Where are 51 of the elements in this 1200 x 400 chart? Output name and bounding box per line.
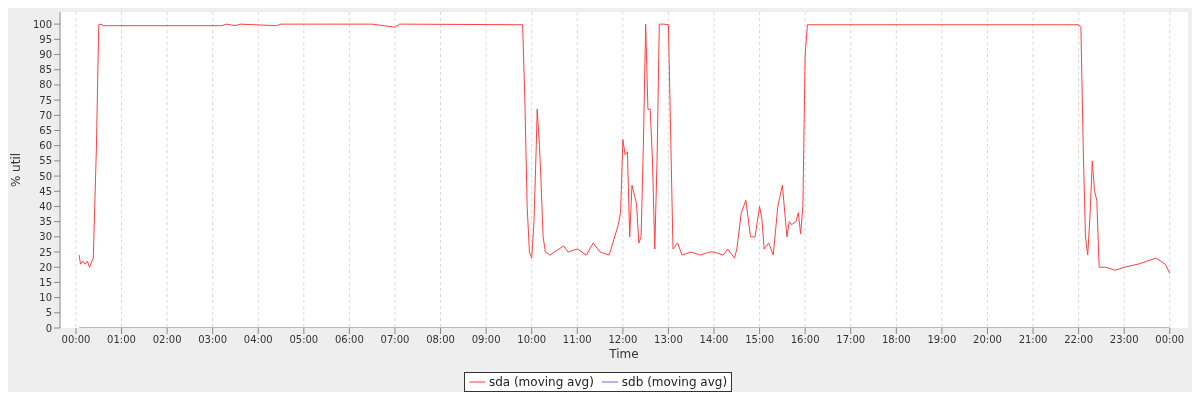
x-tick-label: 23:00 bbox=[1109, 334, 1139, 346]
y-tick-label: 60 bbox=[39, 140, 52, 152]
x-tick-label: 15:00 bbox=[745, 334, 774, 346]
x-tick-label: 03:00 bbox=[198, 334, 228, 346]
y-tick-label: 40 bbox=[39, 201, 52, 213]
x-tick-label: 00:00 bbox=[1155, 334, 1185, 346]
y-tick-label: 85 bbox=[39, 64, 52, 76]
x-tick-label: 09:00 bbox=[471, 334, 501, 346]
y-tick-label: 45 bbox=[39, 185, 52, 197]
y-tick-label: 5 bbox=[45, 307, 52, 319]
y-tick-label: 20 bbox=[39, 261, 52, 273]
x-tick-label: 22:00 bbox=[1064, 334, 1094, 346]
y-tick-label: 100 bbox=[32, 18, 52, 30]
legend-label: sdb (moving avg) bbox=[620, 375, 728, 389]
x-tick-label: 21:00 bbox=[1018, 334, 1048, 346]
x-tick-label: 19:00 bbox=[927, 334, 957, 346]
y-tick-label: 95 bbox=[39, 33, 52, 45]
y-axis-title: % util bbox=[9, 152, 24, 188]
y-tick-label: 35 bbox=[39, 216, 52, 228]
y-tick-label: 90 bbox=[39, 49, 52, 61]
y-tick-label: 10 bbox=[39, 292, 52, 304]
x-tick-label: 13:00 bbox=[654, 334, 683, 346]
x-tick-label: 14:00 bbox=[699, 334, 729, 346]
x-tick-label: 16:00 bbox=[790, 334, 820, 346]
x-tick-label: 01:00 bbox=[107, 334, 136, 346]
y-tick-label: 15 bbox=[39, 276, 52, 288]
y-tick-label: 25 bbox=[39, 246, 52, 258]
y-tick-label: 65 bbox=[39, 125, 52, 137]
y-tick-label: 55 bbox=[39, 155, 52, 167]
x-tick-label: 07:00 bbox=[380, 334, 410, 346]
x-tick-label: 08:00 bbox=[426, 334, 455, 346]
x-tick-label: 10:00 bbox=[517, 334, 547, 346]
x-tick-label: 18:00 bbox=[881, 334, 911, 346]
x-tick-label: 11:00 bbox=[562, 334, 592, 346]
x-tick-label: 00:00 bbox=[61, 334, 91, 346]
y-tick-label: 70 bbox=[39, 109, 52, 121]
y-tick-label: 0 bbox=[45, 322, 52, 334]
x-tick-label: 06:00 bbox=[334, 334, 364, 346]
legend-label: sda (moving avg) bbox=[487, 375, 594, 389]
x-axis-title: Time bbox=[608, 347, 639, 361]
y-tick-label: 30 bbox=[39, 231, 52, 243]
x-tick-label: 02:00 bbox=[152, 334, 182, 346]
y-tick-label: 80 bbox=[39, 79, 52, 91]
x-tick-label: 12:00 bbox=[608, 334, 638, 346]
x-tick-label: 05:00 bbox=[289, 334, 319, 346]
y-tick-label: 75 bbox=[39, 94, 52, 106]
y-tick-label: 50 bbox=[39, 170, 52, 182]
x-tick-label: 04:00 bbox=[243, 334, 273, 346]
x-tick-label: 20:00 bbox=[973, 334, 1002, 346]
x-tick-label: 17:00 bbox=[836, 334, 866, 346]
line-series bbox=[78, 23, 1171, 274]
